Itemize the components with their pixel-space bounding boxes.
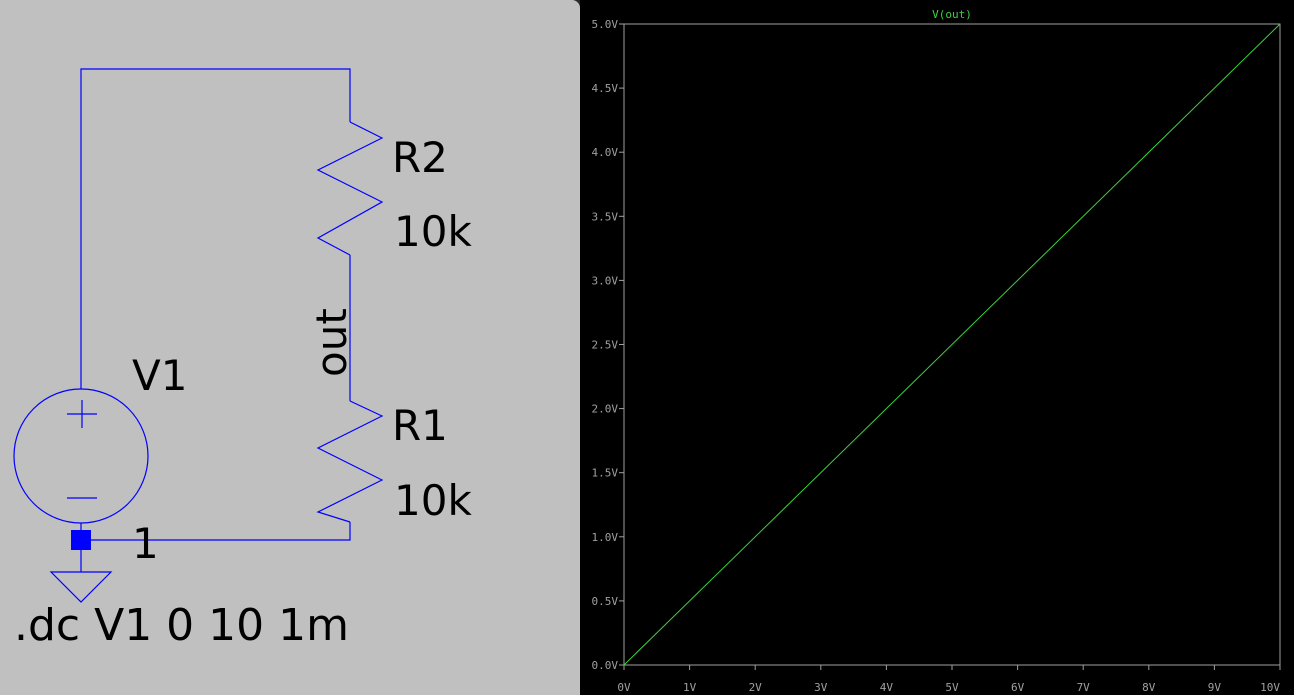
x-axis: 0V 1V 2V 3V 4V 5V 6V 7V 8V 9V 10V (617, 665, 1281, 694)
y-tick-label: 4.5V (592, 82, 619, 95)
y-tick-label: 0.5V (592, 595, 619, 608)
x-tick-label: 10V (1260, 681, 1280, 694)
trace-v-out[interactable] (623, 23, 1281, 666)
schematic-editor[interactable]: V1 R2 10k R1 10k out 1 .dc V1 0 10 1m (0, 0, 580, 695)
node-marker[interactable] (71, 530, 91, 550)
y-tick-label: 1.0V (592, 531, 619, 544)
source-name-label: V1 (132, 351, 187, 400)
y-tick-label: 1.5V (592, 467, 619, 480)
x-tick-label: 0V (617, 681, 631, 694)
x-tick-label: 4V (880, 681, 894, 694)
x-tick-label: 2V (749, 681, 763, 694)
ground-icon[interactable] (49, 571, 113, 603)
trace-legend-v-out[interactable]: V(out) (932, 8, 972, 21)
x-tick-label: 8V (1142, 681, 1156, 694)
y-tick-label: 2.5V (592, 339, 619, 352)
x-tick-label: 3V (814, 681, 828, 694)
x-tick-label: 9V (1208, 681, 1222, 694)
node-label: 1 (132, 519, 159, 568)
schematic-canvas[interactable]: V1 R2 10k R1 10k out 1 .dc V1 0 10 1m (0, 0, 580, 695)
y-tick-label: 4.0V (592, 146, 619, 159)
y-axis: 0.0V 0.5V 1.0V 1.5V 2.0V 2.5V 3.0V 3.5V 4.0V 4.5V… (592, 18, 624, 672)
r1-name-label: R1 (392, 401, 448, 450)
x-tick-label: 7V (1077, 681, 1091, 694)
x-tick-label: 1V (683, 681, 697, 694)
y-tick-label: 3.5V (592, 210, 619, 223)
y-tick-label: 5.0V (592, 18, 619, 31)
voltage-source-v1[interactable] (13, 388, 149, 524)
r2-name-label: R2 (392, 133, 448, 182)
y-tick-label: 2.0V (592, 403, 619, 416)
waveform-viewer[interactable]: 0.0V 0.5V 1.0V 1.5V 2.0V 2.5V 3.0V 3.5V 4.0V 4.5V… (580, 0, 1294, 695)
waveform-plot[interactable]: 0.0V 0.5V 1.0V 1.5V 2.0V 2.5V 3.0V 3.5V 4.0V 4.5V… (580, 0, 1294, 695)
r2-value-label: 10k (394, 207, 472, 256)
x-tick-label: 6V (1011, 681, 1025, 694)
x-tick-label: 5V (945, 681, 959, 694)
wire-bottom[interactable] (81, 522, 351, 541)
y-tick-label: 3.0V (592, 274, 619, 287)
resistor-r1[interactable] (316, 400, 384, 523)
r1-value-label: 10k (394, 476, 472, 525)
y-tick-label: 0.0V (592, 659, 619, 672)
net-label-out[interactable]: out (307, 308, 356, 377)
wire-top[interactable] (80, 68, 351, 389)
spice-directive[interactable]: .dc V1 0 10 1m (14, 600, 349, 651)
resistor-r2[interactable] (316, 121, 384, 256)
